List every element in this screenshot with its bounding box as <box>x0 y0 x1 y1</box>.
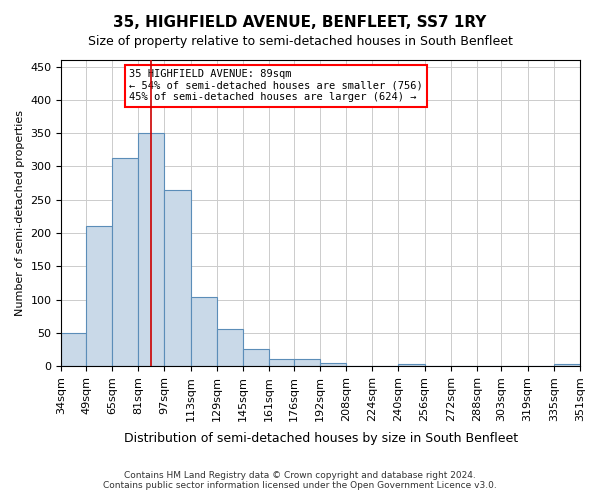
Y-axis label: Number of semi-detached properties: Number of semi-detached properties <box>15 110 25 316</box>
Bar <box>294 360 320 366</box>
Bar <box>243 350 269 366</box>
Bar <box>398 364 425 366</box>
Bar <box>164 190 191 366</box>
Bar <box>320 362 346 366</box>
Text: Contains HM Land Registry data © Crown copyright and database right 2024.
Contai: Contains HM Land Registry data © Crown c… <box>103 470 497 490</box>
Bar <box>191 297 217 366</box>
Bar <box>217 330 243 366</box>
Bar <box>269 360 294 366</box>
Text: Size of property relative to semi-detached houses in South Benfleet: Size of property relative to semi-detach… <box>88 35 512 48</box>
Text: 35 HIGHFIELD AVENUE: 89sqm
← 54% of semi-detached houses are smaller (756)
45% o: 35 HIGHFIELD AVENUE: 89sqm ← 54% of semi… <box>129 69 422 102</box>
Bar <box>86 226 112 366</box>
Bar <box>138 133 164 366</box>
Bar <box>61 333 86 366</box>
Text: 35, HIGHFIELD AVENUE, BENFLEET, SS7 1RY: 35, HIGHFIELD AVENUE, BENFLEET, SS7 1RY <box>113 15 487 30</box>
X-axis label: Distribution of semi-detached houses by size in South Benfleet: Distribution of semi-detached houses by … <box>124 432 518 445</box>
Bar <box>112 158 138 366</box>
Bar <box>554 364 580 366</box>
